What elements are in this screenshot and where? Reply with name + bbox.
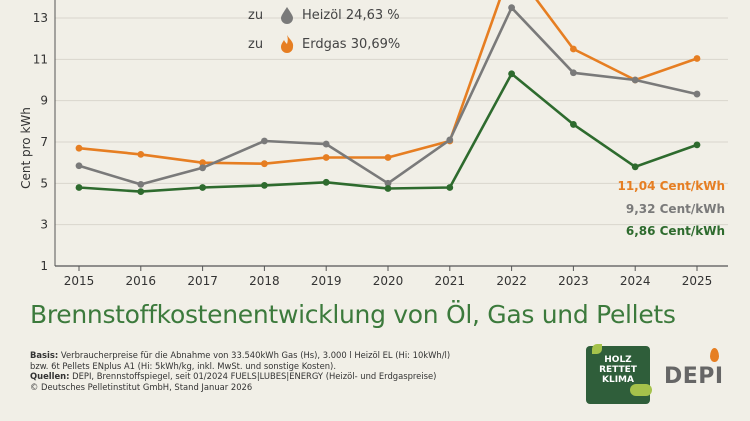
data-point-heizl-2022 — [508, 4, 515, 12]
data-point-heizl-2020 — [384, 179, 392, 187]
x-tick-label-2015: 2015 — [64, 274, 95, 288]
end-label-2: 6,86 Cent/kWh — [626, 224, 725, 238]
data-point-pellets-2015 — [75, 184, 83, 191]
data-point-pellets-2018 — [261, 182, 268, 189]
x-tick-label-2025: 2025 — [682, 274, 713, 288]
basis-text: Verbraucherpreise für die Abnahme von 33… — [60, 350, 451, 360]
y-tick-label-1: 1 — [40, 259, 48, 273]
oil-drop-icon — [281, 7, 293, 24]
x-tick-label-2024: 2024 — [620, 274, 651, 288]
chart-end-labels: 11,04 Cent/kWh 9,32 Cent/kWh 6,86 Cent/kWh — [617, 179, 725, 238]
depi-flame-icon — [710, 348, 719, 362]
y-tick-label-7: 7 — [40, 135, 48, 149]
x-tick-label-2018: 2018 — [249, 274, 280, 288]
chart-title: Brennstoffkostenentwicklung von Öl, Gas … — [30, 300, 676, 329]
chart-series — [75, 0, 701, 196]
data-point-heizl-2024 — [631, 76, 639, 84]
x-tick-label-2023: 2023 — [558, 274, 589, 288]
y-tick-label-5: 5 — [40, 176, 48, 190]
badge-line-2: RETTET — [599, 365, 637, 375]
data-point-heizl-2019 — [322, 140, 330, 148]
data-point-pellets-2016 — [137, 188, 145, 196]
data-point-pellets-2019 — [322, 178, 330, 186]
badge-stamp-icon — [630, 384, 652, 396]
basis-line: Basis: Verbraucherpreise für die Abnahme… — [30, 350, 590, 361]
y-tick-label-3: 3 — [40, 218, 48, 232]
x-tick-label-2016: 2016 — [126, 274, 157, 288]
badge-line-3: KLIMA — [602, 375, 634, 385]
basis-text-2: bzw. 6t Pellets ENplus A1 (Hi: 5kWh/kg, … — [30, 360, 336, 371]
data-point-pellets-2023 — [570, 121, 577, 128]
data-point-erdgas-2019 — [322, 154, 330, 161]
data-point-pellets-2017 — [199, 184, 207, 191]
copyright-text: © Deutsches Pelletinstitut GmbH, Stand J… — [30, 381, 253, 392]
x-tick-label-2020: 2020 — [373, 274, 404, 288]
data-point-heizl-2017 — [199, 164, 207, 172]
data-point-erdgas-2023 — [570, 45, 577, 53]
data-point-pellets-2024 — [631, 163, 639, 171]
data-point-erdgas-2025 — [693, 55, 701, 62]
chart-grid — [55, 17, 728, 267]
legend-prefix-1: zu — [248, 37, 263, 52]
end-label-0: 11,04 Cent/kWh — [617, 179, 725, 193]
chart-legend: zu Heizöl 24,63 % zu Erdgas 30,69% — [248, 7, 400, 53]
data-point-erdgas-2018 — [261, 160, 268, 168]
quellen-text: DEPI, Brennstoffspiegel, seit 01/2024 FU… — [72, 371, 437, 382]
sprout-icon — [592, 344, 602, 354]
data-point-pellets-2020 — [384, 185, 392, 192]
footer-notes: Basis: Verbraucherpreise für die Abnahme… — [30, 350, 590, 392]
y-axis-label: Cent pro kWh — [19, 107, 33, 189]
legend-label-1: Erdgas 30,69% — [302, 37, 400, 52]
x-tick-label-2017: 2017 — [187, 274, 218, 288]
x-tick-label-2021: 2021 — [435, 274, 466, 288]
y-tick-label-11: 11 — [33, 52, 48, 66]
quellen-line: Quellen: DEPI, Brennstoffspiegel, seit 0… — [30, 371, 590, 382]
data-point-erdgas-2017 — [199, 159, 207, 167]
series-line-erdgas — [78, 0, 698, 165]
data-point-heizl-2016 — [137, 180, 145, 188]
basis-label: Basis: — [30, 350, 59, 360]
y-tick-label-9: 9 — [40, 94, 48, 108]
holz-rettet-klima-logo: HOLZ RETTET KLIMA — [586, 344, 652, 404]
end-label-1: 9,32 Cent/kWh — [626, 202, 725, 216]
data-point-erdgas-2020 — [384, 154, 392, 161]
series-line-pellets — [78, 72, 698, 193]
data-point-erdgas-2015 — [75, 144, 83, 152]
quellen-label: Quellen: — [30, 371, 70, 382]
data-point-heizl-2025 — [693, 90, 701, 98]
data-point-pellets-2022 — [508, 70, 515, 78]
data-point-heizl-2015 — [75, 162, 83, 170]
x-tick-label-2019: 2019 — [311, 274, 342, 288]
y-tick-label-13: 13 — [33, 11, 48, 25]
data-point-heizl-2023 — [570, 69, 577, 77]
legend-label-0: Heizöl 24,63 % — [302, 8, 400, 23]
data-point-heizl-2021 — [446, 136, 454, 144]
gas-flame-icon — [281, 35, 294, 53]
data-point-pellets-2025 — [693, 141, 701, 149]
data-point-erdgas-2016 — [137, 151, 145, 158]
depi-logo: DEPI — [664, 364, 724, 389]
data-point-heizl-2018 — [261, 137, 268, 145]
x-tick-label-2022: 2022 — [496, 274, 527, 288]
legend-prefix-0: zu — [248, 8, 263, 23]
badge-line-1: HOLZ — [604, 355, 632, 365]
data-point-pellets-2021 — [446, 184, 454, 191]
